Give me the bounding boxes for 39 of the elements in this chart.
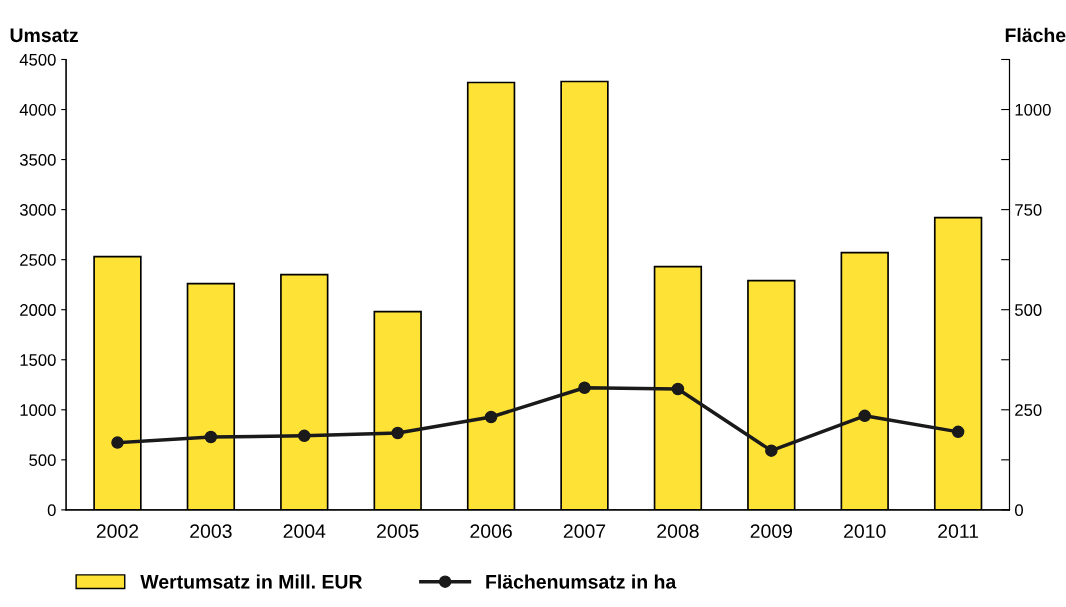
point — [111, 436, 124, 449]
x-tick-label: 2007 — [563, 524, 606, 539]
y2-axis-title: Fläche — [1005, 27, 1066, 43]
x-tick-label: 2005 — [377, 524, 419, 539]
y-tick-label: 1500 — [20, 354, 56, 366]
y2-tick-label: 500 — [1015, 304, 1042, 316]
x-tick-label: 2004 — [283, 524, 326, 539]
x-tick-label: 2009 — [750, 524, 793, 539]
y-tick-label: 0 — [47, 504, 56, 517]
y-tick-label: 3000 — [19, 204, 56, 216]
point — [951, 425, 965, 439]
y-tick-label: 500 — [29, 454, 56, 467]
point — [484, 410, 498, 424]
y-tick-label: 3500 — [19, 153, 56, 166]
y-tick-label: 2500 — [20, 254, 56, 266]
point — [671, 382, 685, 396]
y-tick-label: 1000 — [20, 404, 56, 416]
point — [765, 444, 778, 457]
x-tick-label: 2002 — [96, 524, 139, 539]
y-axis-title: Umsatz — [10, 28, 78, 43]
point — [578, 381, 591, 395]
y-tick-label: 4500 — [19, 53, 56, 66]
x-tick-label: 2003 — [190, 524, 232, 539]
point — [858, 409, 871, 423]
y2-tick-label: 250 — [1015, 404, 1042, 416]
point — [298, 429, 311, 443]
y-tick-label: 2000 — [20, 304, 56, 316]
x-tick-label: 2006 — [470, 524, 512, 539]
x-tick-label: 2008 — [657, 524, 699, 539]
y2-tick-label: 0 — [1015, 504, 1023, 517]
y2-tick-label: 1000 — [1015, 103, 1051, 116]
point — [391, 426, 404, 440]
y-tick-label: 4000 — [19, 103, 56, 116]
legend-label: Flächenumsatz in ha — [486, 574, 677, 589]
point — [204, 430, 218, 444]
y2-tick-label: 750 — [1015, 204, 1042, 216]
legend-label: Wertumsatz in Mill. EUR — [140, 574, 363, 589]
x-tick-label: 2010 — [844, 524, 886, 539]
x-tick-label: 2011 — [938, 524, 979, 539]
